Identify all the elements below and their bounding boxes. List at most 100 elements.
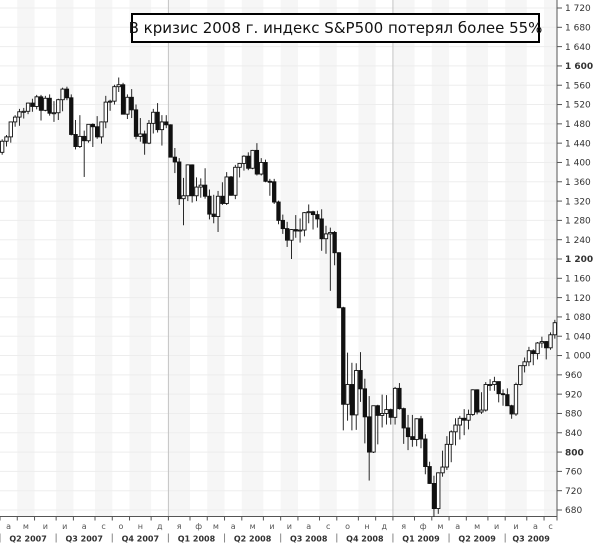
month-label: о (118, 522, 123, 531)
candle-body (444, 443, 450, 468)
candle-body (99, 121, 104, 138)
candle-body (0, 140, 5, 153)
candle-body (328, 232, 333, 235)
candle-body (64, 88, 70, 99)
candle-body (142, 133, 147, 144)
candle-body (77, 135, 83, 147)
candle-body (306, 211, 311, 214)
candle-body (233, 166, 238, 196)
candle-body (362, 388, 368, 418)
y-tick-label: 1 560 (565, 81, 591, 91)
candle-body (449, 431, 454, 445)
y-tick-label: 840 (565, 429, 582, 439)
y-tick-label: 680 (565, 506, 582, 516)
candle-body (8, 121, 13, 138)
quarter-label: Q1 2008 (178, 535, 216, 544)
y-tick-label: 1 440 (565, 139, 591, 149)
month-band (431, 0, 450, 517)
candle-body (60, 88, 65, 101)
y-tick-label: 760 (565, 468, 582, 478)
month-band (17, 0, 35, 517)
y-tick-label: 1 600 (565, 62, 593, 72)
candle-body (107, 100, 113, 103)
candle-body (228, 176, 234, 196)
candle-body (280, 219, 285, 230)
candle-body (436, 472, 441, 509)
candle-body (284, 228, 290, 241)
annotation-box: В кризис 2008 г. индекс S&P500 потерял б… (128, 13, 543, 43)
candle-body (440, 466, 445, 474)
quarter-label: Q1 2009 (402, 535, 440, 544)
candle-body (397, 387, 402, 410)
candle-body (155, 111, 160, 131)
month-label: и (287, 522, 292, 531)
candle-body (358, 370, 363, 390)
candle-body (120, 84, 126, 115)
quarter-label: Q2 2009 (458, 535, 496, 544)
candle-body (392, 387, 398, 418)
candle-body (220, 195, 225, 204)
month-band (280, 0, 298, 517)
candle-body (297, 229, 303, 232)
month-band (168, 0, 190, 517)
candle-body (479, 409, 484, 413)
month-label: а (455, 522, 460, 531)
y-tick-label: 960 (565, 371, 582, 381)
candle-body (375, 405, 380, 416)
month-label: н (138, 522, 143, 531)
y-tick-label: 1 040 (565, 332, 591, 342)
candle-body (103, 101, 108, 123)
candle-body (90, 123, 95, 128)
candle-body (487, 384, 493, 386)
candle-body (116, 84, 121, 88)
candle-body (401, 408, 406, 429)
candle-body (21, 110, 26, 113)
candle-body (462, 417, 467, 421)
y-tick-label: 1 720 (565, 4, 591, 14)
candle-body (172, 156, 178, 163)
candle-body (56, 99, 61, 114)
candle-body (185, 164, 190, 197)
month-label: и (62, 522, 67, 531)
candle-body (500, 393, 506, 396)
month-label: с (548, 522, 552, 531)
y-tick-label: 1 120 (565, 294, 591, 304)
quarter-label: Q3 2008 (290, 535, 328, 544)
candle-body (207, 195, 212, 215)
candle-body (276, 201, 281, 221)
candle-body (69, 97, 74, 135)
candle-body (164, 121, 169, 126)
month-label: а (82, 522, 87, 531)
month-band (544, 0, 557, 517)
candle-body (30, 102, 35, 107)
candle-body (466, 413, 471, 421)
annotation-text: В кризис 2008 г. индекс S&P500 потерял б… (128, 19, 543, 37)
y-tick-label: 880 (565, 410, 582, 420)
month-band (129, 0, 152, 517)
y-tick-label: 1 080 (565, 313, 591, 323)
month-label: и (43, 522, 48, 531)
month-label: д (382, 522, 388, 531)
candle-body (202, 184, 208, 197)
candle-body (43, 97, 48, 111)
y-tick-label: 1 000 (565, 352, 591, 362)
candle-body (474, 389, 480, 413)
y-tick-label: 1 360 (565, 178, 591, 188)
y-tick-label: 1 280 (565, 217, 591, 227)
month-band (241, 0, 264, 517)
month-band (94, 0, 113, 517)
y-tick-label: 920 (565, 390, 582, 400)
candle-body (384, 409, 389, 414)
candle-body (405, 427, 411, 438)
candle-body (112, 86, 117, 102)
candle-body (336, 252, 342, 309)
candle-body (194, 186, 199, 197)
month-band (56, 0, 74, 517)
quarter-label: Q4 2008 (346, 535, 384, 544)
y-tick-label: 800 (565, 448, 584, 458)
month-label: и (513, 522, 518, 531)
month-label: а (6, 522, 11, 531)
month-bands (17, 0, 557, 517)
